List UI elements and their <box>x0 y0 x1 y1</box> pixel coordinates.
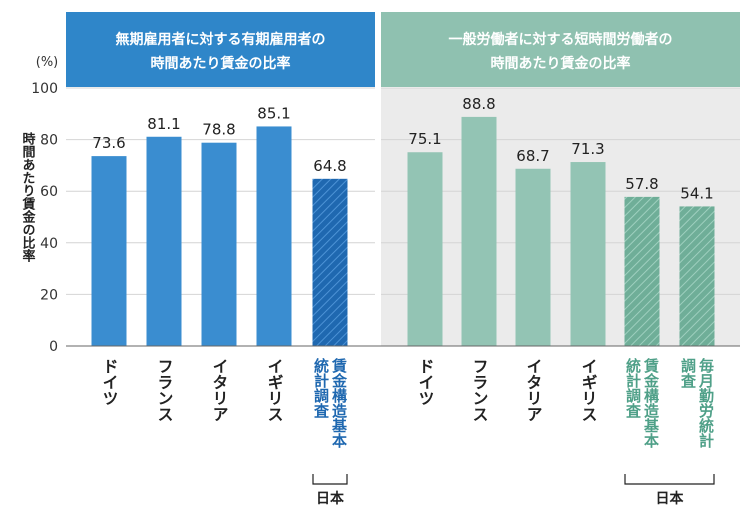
bar <box>146 136 182 346</box>
data-label: 78.8 <box>202 121 235 139</box>
unit-label: (%) <box>36 55 59 70</box>
panel-1-header <box>66 12 375 87</box>
y-tick-label: 20 <box>40 287 58 303</box>
japan-group-bracket <box>624 474 715 485</box>
bar <box>312 178 348 346</box>
category-label: 統計調査 <box>312 357 330 418</box>
panel-2-title-line2: 時間あたり賃金の比率 <box>491 55 631 72</box>
bar <box>570 162 606 346</box>
data-label: 75.1 <box>408 130 441 148</box>
y-tick-label: 60 <box>40 184 58 200</box>
panel-1-title-line1: 無期雇用者に対する有期雇用者の <box>116 31 326 48</box>
category-label: イタリア <box>210 358 229 422</box>
data-label: 81.1 <box>147 115 180 133</box>
japan-group-label: 日本 <box>656 490 685 507</box>
bar <box>624 196 660 346</box>
bar <box>91 156 127 346</box>
data-label: 54.1 <box>680 184 713 202</box>
category-label: 毎月勤労統計 <box>697 357 715 449</box>
category-label: 統計調査 <box>624 357 642 418</box>
data-label: 68.7 <box>516 147 549 165</box>
bar <box>201 142 237 346</box>
category-label: 賃金構造基本 <box>642 357 660 449</box>
category-label: イギリス <box>579 358 598 422</box>
panel-1-title-line2: 時間あたり賃金の比率 <box>151 55 291 72</box>
data-label: 88.8 <box>462 95 495 113</box>
bar <box>515 168 551 346</box>
category-label: ドイツ <box>100 358 119 406</box>
data-label: 71.3 <box>571 140 604 158</box>
panel-2-header <box>381 12 740 87</box>
bar <box>461 116 497 346</box>
category-label: イギリス <box>265 358 284 422</box>
y-tick-label: 0 <box>49 339 58 355</box>
bar <box>679 206 715 346</box>
data-label: 57.8 <box>625 175 658 193</box>
category-label: フランス <box>155 358 174 422</box>
y-axis-title: 時間あたり賃金の比率 <box>20 131 37 263</box>
category-label: フランス <box>470 358 489 422</box>
data-label: 85.1 <box>257 104 290 122</box>
category-label: イタリア <box>524 358 543 422</box>
y-tick-label: 80 <box>40 133 58 149</box>
data-label: 73.6 <box>92 134 125 152</box>
panel-2-title-line1: 一般労働者に対する短時間労働者の <box>449 31 673 48</box>
category-label: 調査 <box>679 357 697 388</box>
category-label: 賃金構造基本 <box>330 357 348 449</box>
bar <box>256 126 292 346</box>
japan-group-bracket <box>312 474 348 485</box>
bar <box>407 152 443 346</box>
data-label: 64.8 <box>313 157 346 175</box>
category-label: ドイツ <box>416 358 435 406</box>
y-tick-label: 100 <box>31 81 58 97</box>
japan-group-label: 日本 <box>316 490 345 507</box>
y-tick-label: 40 <box>40 236 58 252</box>
